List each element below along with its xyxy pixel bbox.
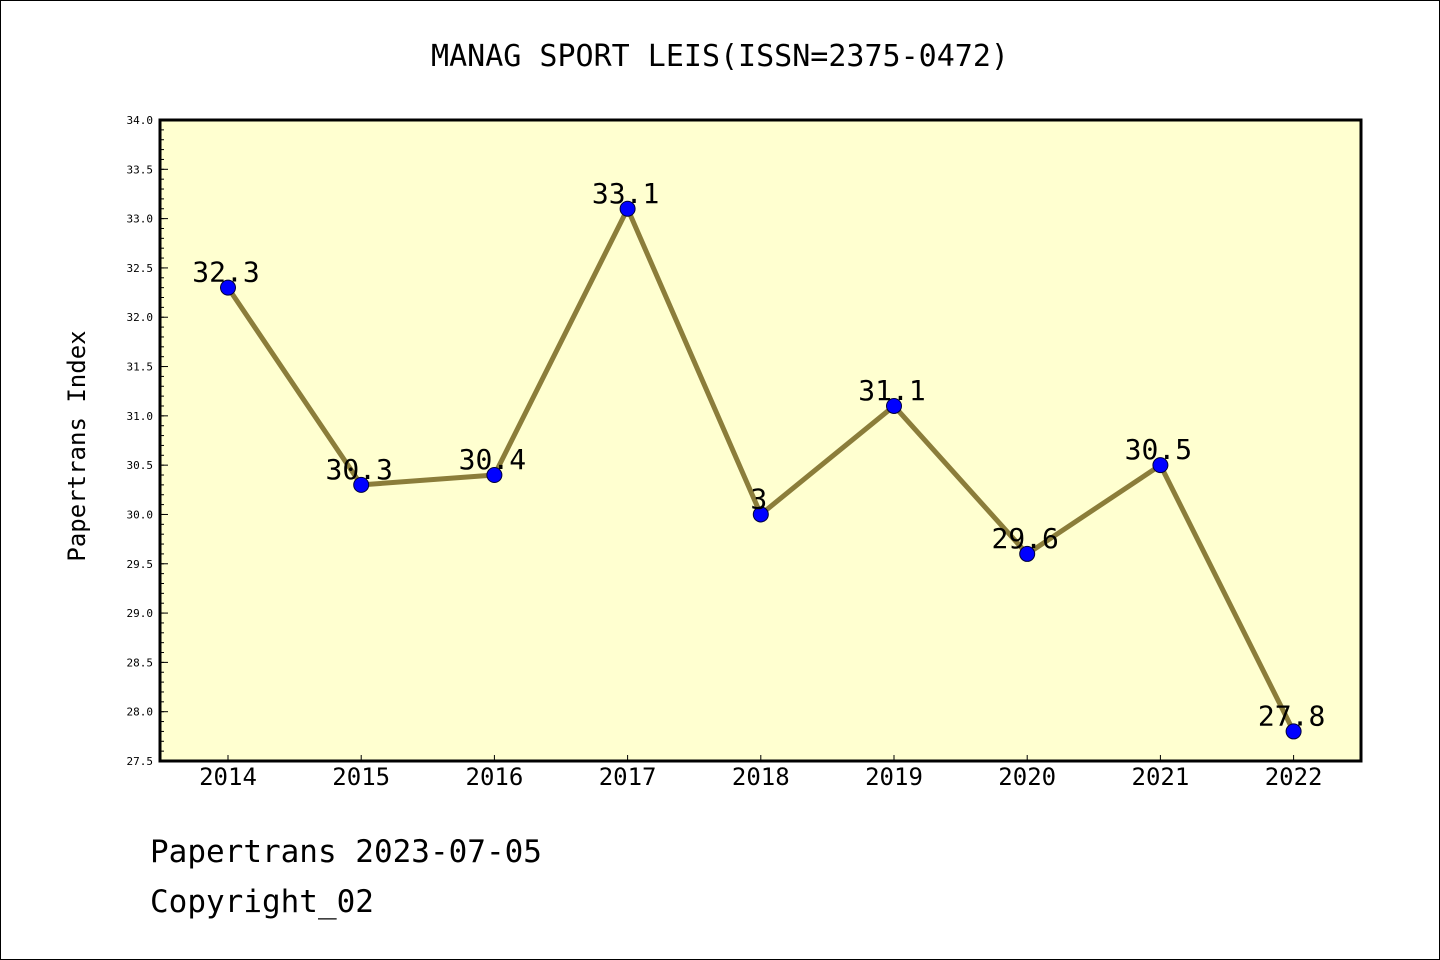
y-tick-label: 32.5: [127, 262, 154, 275]
data-point: [752, 506, 769, 523]
y-tick-label: 29.5: [127, 558, 154, 571]
x-tick-label: 2015: [332, 763, 390, 791]
series-markers: [220, 200, 1302, 740]
data-point: [1019, 545, 1036, 562]
x-tick-label: 2020: [998, 763, 1056, 791]
data-point: [619, 200, 636, 217]
x-tick-label: 2017: [599, 763, 657, 791]
y-tick-label: 33.0: [127, 213, 154, 226]
x-tick-label: 2014: [199, 763, 257, 791]
data-point: [1285, 723, 1302, 740]
data-label: 30.3: [325, 453, 392, 486]
x-tick-label: 2021: [1132, 763, 1190, 791]
x-tick-label: 2019: [865, 763, 923, 791]
chart-title: MANAG SPORT LEIS(ISSN=2375-0472): [431, 39, 1009, 74]
data-label: 33.1: [592, 177, 659, 210]
data-point: [353, 476, 370, 493]
data-point: [220, 279, 236, 296]
data-point: [1152, 457, 1169, 474]
x-tick-label: 2016: [466, 763, 524, 791]
y-axis: 27.5 28.0 28.5 29.0 29.5 30.0 30.5 31.0 31.5 32.0…: [127, 114, 168, 768]
data-label: 30.4: [459, 443, 526, 476]
y-tick-label: 30.5: [127, 459, 154, 472]
data-label: 31.1: [858, 374, 925, 407]
y-tick-label: 32.0: [127, 311, 154, 324]
data-point: [486, 467, 503, 484]
y-tick-label: 31.5: [127, 361, 154, 374]
plot-border: [158, 118, 1363, 763]
y-tick-label: 28.5: [127, 656, 154, 669]
y-tick-label: 33.5: [127, 163, 154, 176]
x-tick-label: 2022: [1265, 763, 1323, 791]
y-tick-label: 28.0: [127, 706, 154, 719]
data-labels: 32.3 30.3 30.4 33.1 3 31.1 29.6 30.5 27.8: [192, 177, 1325, 733]
y-tick-label: 30.0: [127, 508, 154, 521]
data-point: [886, 397, 902, 414]
data-label: 3: [750, 482, 767, 515]
y-tick-label: 29.0: [127, 607, 154, 620]
data-label: 30.5: [1125, 433, 1192, 466]
footer-date: Papertrans 2023-07-05: [150, 834, 542, 870]
y-tick-label: 34.0: [127, 114, 154, 127]
x-axis: 2014 2015 2016 2017 2018 2019 2020 2021 2022: [199, 755, 1322, 791]
y-tick-label: 27.5: [127, 755, 154, 768]
x-tick-label: 2018: [732, 763, 790, 791]
y-axis-label: Papertrans Index: [63, 330, 91, 561]
plot-area: [160, 120, 1361, 761]
y-tick-label: 31.0: [127, 410, 154, 423]
data-label: 32.3: [192, 256, 259, 289]
data-label: 29.6: [991, 522, 1058, 555]
data-label: 27.8: [1258, 699, 1325, 732]
footer-copyright: Copyright_02: [150, 884, 374, 920]
